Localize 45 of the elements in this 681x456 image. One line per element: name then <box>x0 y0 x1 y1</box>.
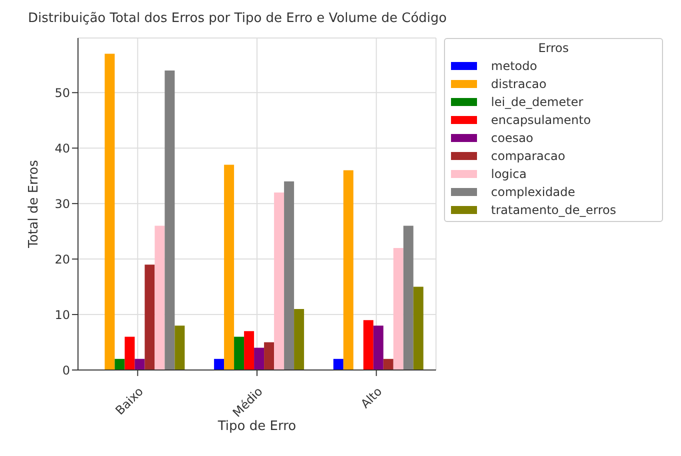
chart-title: Distribuição Total dos Erros por Tipo de Erro e Volume de Código <box>27 10 448 28</box>
bar <box>294 308 304 370</box>
y-tick-label: 10 <box>54 308 70 322</box>
bar <box>284 181 294 370</box>
legend-label: encapsulamento <box>491 113 591 127</box>
bar <box>264 342 274 370</box>
bar <box>134 358 145 370</box>
y-axis-title: Total de Erros <box>26 160 42 249</box>
bar <box>174 326 185 370</box>
legend-title: Erros <box>537 41 570 55</box>
bar <box>154 226 165 370</box>
y-tick-label: 30 <box>54 196 70 211</box>
bar <box>234 336 244 370</box>
bar <box>383 358 394 370</box>
bar <box>343 170 354 370</box>
legend-label: metodo <box>491 59 538 73</box>
legend-label: logica <box>491 167 527 181</box>
bar <box>104 54 115 370</box>
bar <box>333 358 344 370</box>
bar <box>244 331 254 370</box>
bar <box>274 192 284 370</box>
legend-label: lei_de_demeter <box>491 95 584 109</box>
legend-label: comparacao <box>491 149 566 163</box>
bar <box>144 264 155 370</box>
legend-label: tratamento_de_erros <box>491 203 616 217</box>
bar <box>224 164 234 370</box>
x-axis-title: Tipo de Erro <box>216 419 296 434</box>
bar <box>403 226 414 370</box>
x-tick-label: Alto <box>358 384 385 412</box>
y-tick-label: 40 <box>54 141 70 156</box>
bar <box>254 348 264 370</box>
bar <box>164 70 175 370</box>
bar <box>214 358 224 370</box>
y-tick-label: 20 <box>54 252 70 266</box>
bar <box>124 336 135 370</box>
bar <box>114 358 125 370</box>
y-tick-label: 0 <box>62 363 70 378</box>
bar <box>363 320 374 370</box>
legend-label: complexidade <box>491 185 576 199</box>
legend-label: coesao <box>491 131 534 145</box>
legend-label: distracao <box>491 77 546 91</box>
bar <box>413 286 424 370</box>
bar <box>373 326 384 370</box>
y-tick-label: 50 <box>54 86 70 100</box>
bar <box>393 248 404 370</box>
